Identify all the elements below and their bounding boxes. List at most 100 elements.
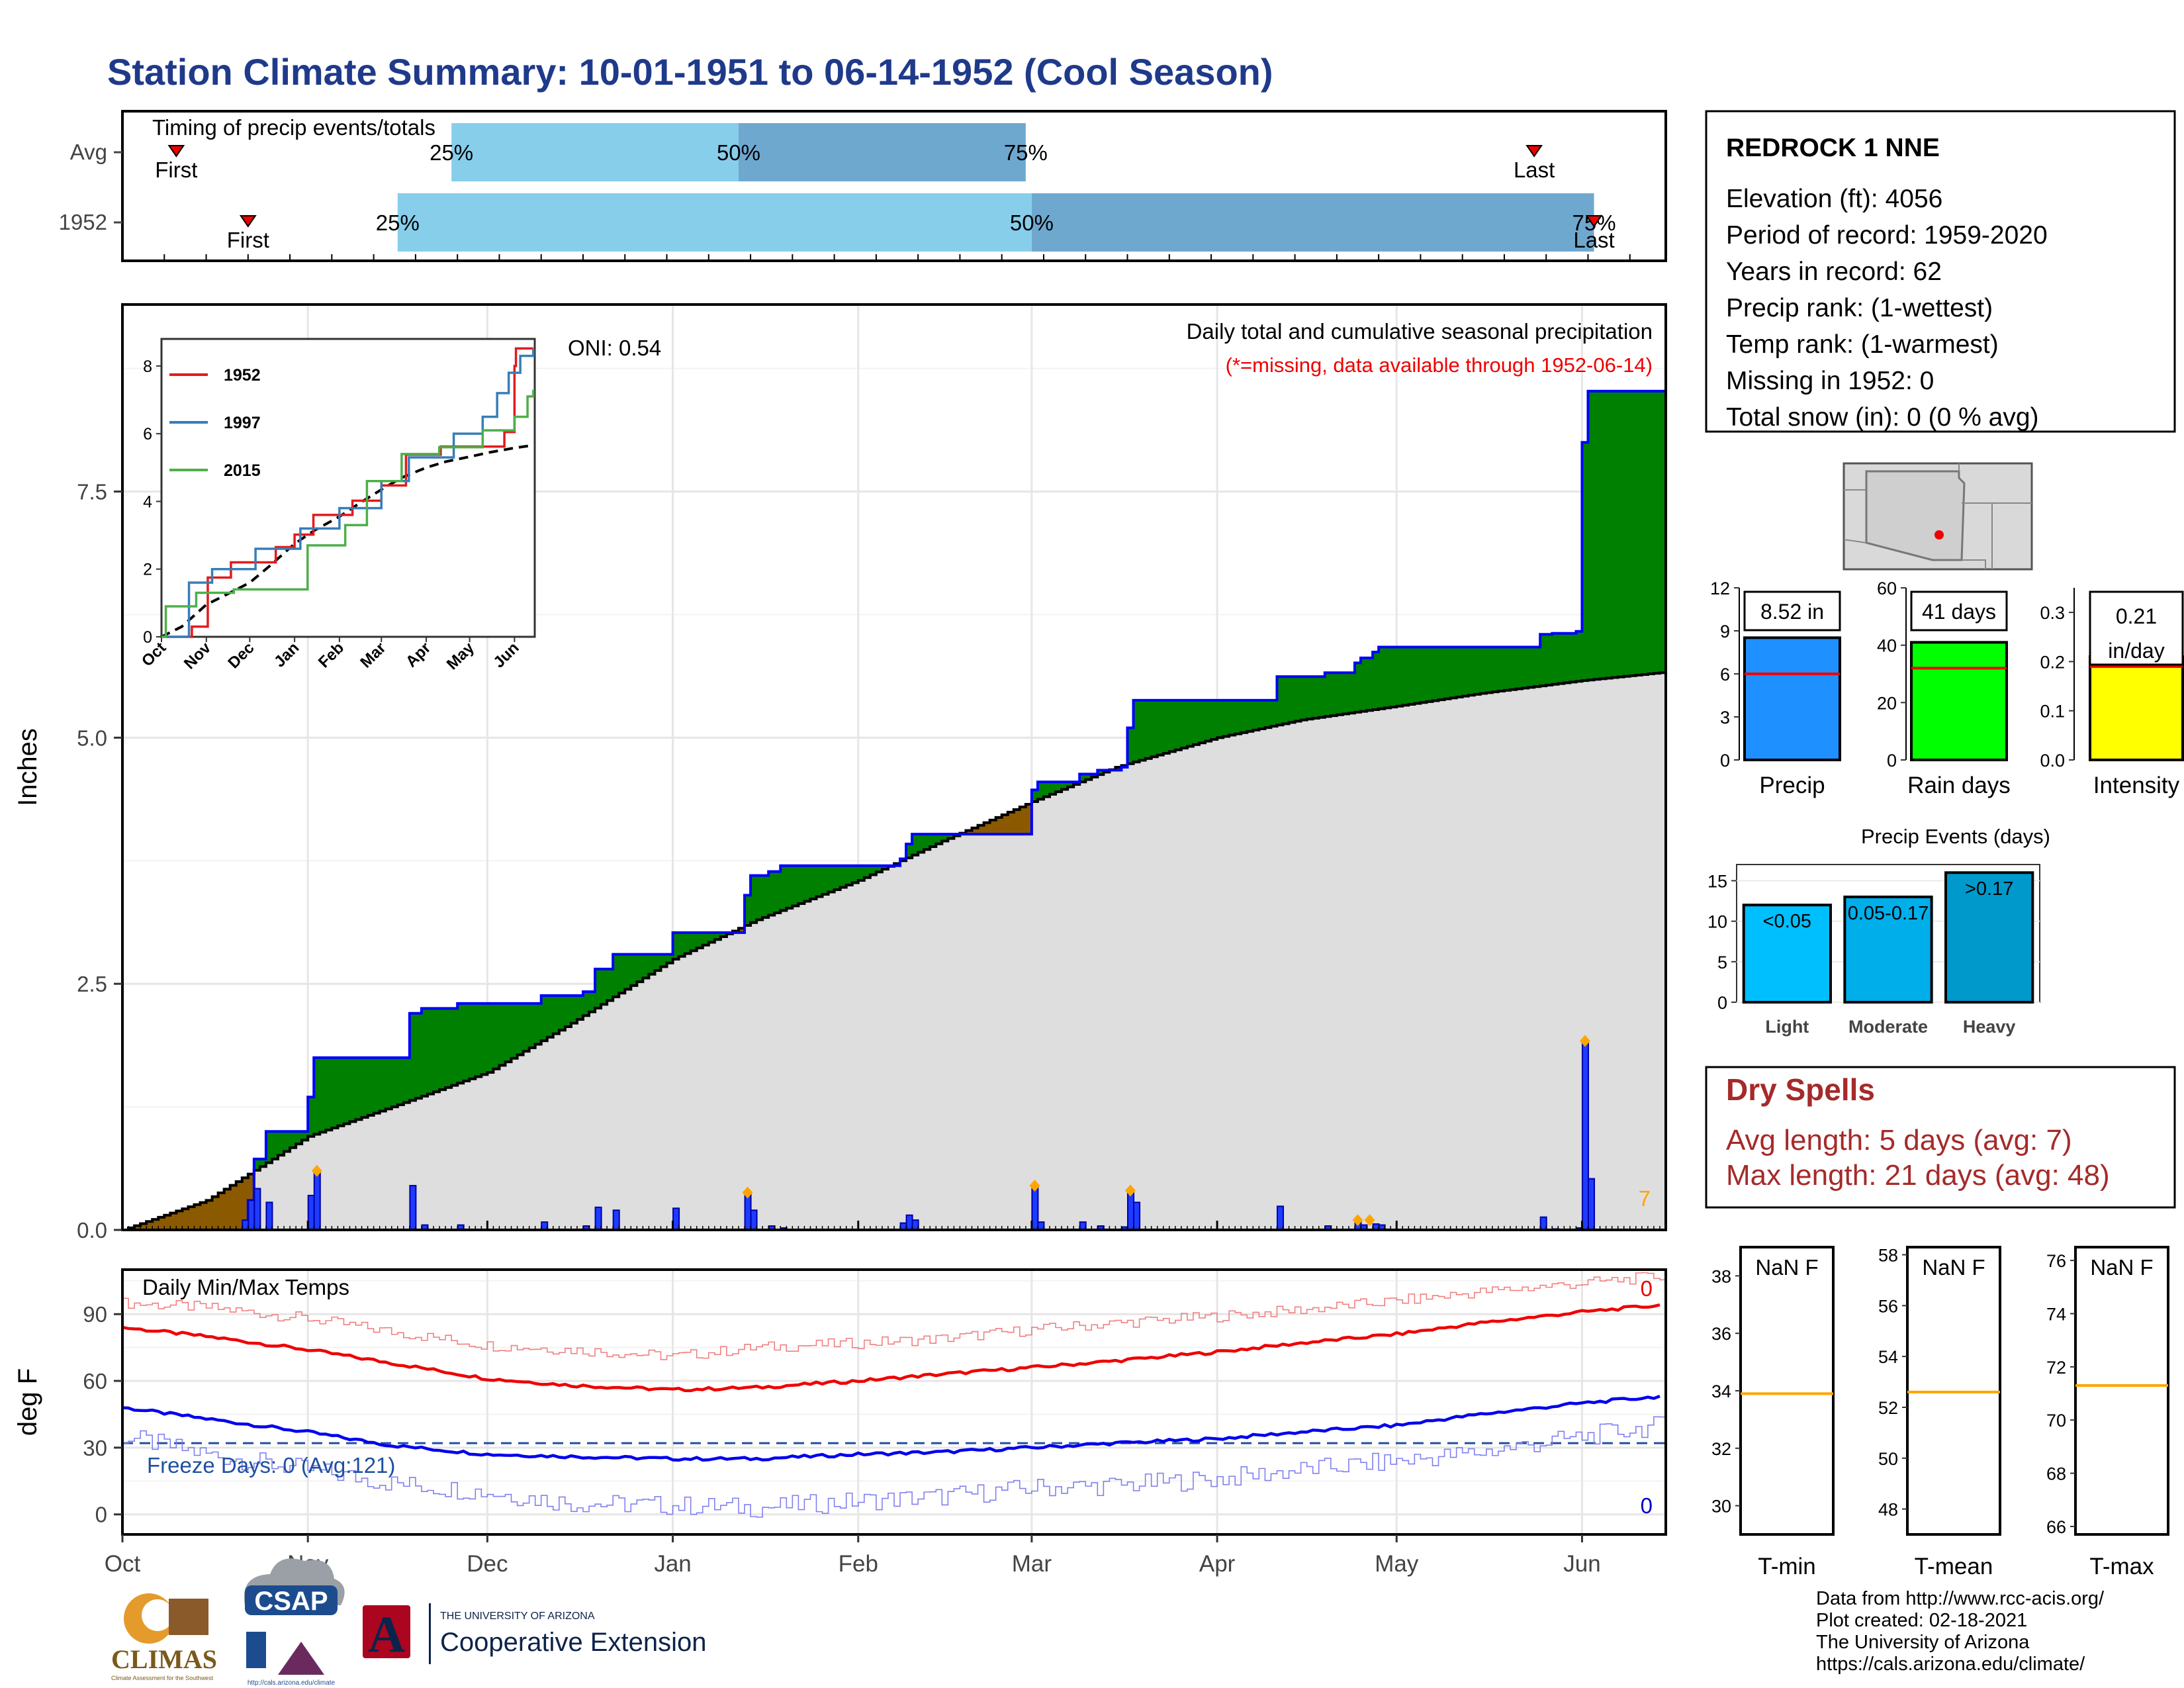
timing-last-marker <box>1525 145 1543 158</box>
timing-bar-25-50 <box>451 123 739 181</box>
inset-ytick-label: 0 <box>143 628 152 647</box>
temp-box-ytick-label: 58 <box>1878 1246 1898 1266</box>
surplus-area <box>271 1131 279 1159</box>
daily-precip-bar <box>750 1209 758 1231</box>
surplus-area <box>666 954 674 963</box>
timing-bar-25-50 <box>397 193 1032 252</box>
events-ytick-label: 0 <box>1717 993 1727 1013</box>
missing-note: (*=missing, data available through 1952-… <box>1226 353 1653 377</box>
precip-ytick-label: 5.0 <box>77 726 107 750</box>
surplus-area <box>918 834 925 853</box>
dry-spells-max: Max length: 21 days (avg: 48) <box>1726 1159 2110 1192</box>
deficit-area <box>966 830 973 835</box>
surplus-area <box>1247 700 1253 731</box>
surplus-area <box>409 1013 416 1101</box>
deficit-area <box>1019 806 1026 835</box>
surplus-area <box>858 865 865 881</box>
surplus-area <box>1361 657 1367 712</box>
surplus-area <box>1540 634 1547 686</box>
inset-frame <box>160 338 536 638</box>
credit-data-source: Data from http://www.rcc-acis.org/ <box>1816 1588 2105 1609</box>
surplus-area <box>1606 391 1613 679</box>
surplus-area <box>1336 673 1343 715</box>
surplus-area <box>1306 677 1314 720</box>
summary-ytick-label: 12 <box>1710 579 1730 598</box>
events-ytick-label: 10 <box>1707 912 1727 932</box>
surplus-area <box>846 865 853 886</box>
daily-precip-bar <box>1587 1178 1596 1231</box>
surplus-area <box>1348 673 1355 714</box>
surplus-area <box>1396 647 1403 706</box>
daily-precip-marker <box>1579 1035 1590 1047</box>
timing-pct-label: 75% <box>1004 140 1048 165</box>
events-ytick-label: 15 <box>1707 871 1727 891</box>
events-bar-light <box>1742 904 1832 1004</box>
station-years: Years in record: 62 <box>1726 258 1942 286</box>
surplus-area <box>1342 673 1349 714</box>
surplus-area <box>1492 647 1499 692</box>
temp-box-ytick-label: 72 <box>2046 1358 2066 1378</box>
deficit-area <box>738 928 745 933</box>
surplus-area <box>696 932 704 949</box>
daily-precip-bar <box>253 1188 261 1231</box>
surplus-area <box>1259 700 1266 729</box>
precip-corner-count: 7 <box>1639 1186 1651 1211</box>
surplus-area <box>1373 651 1379 710</box>
surplus-area <box>1629 391 1637 676</box>
surplus-area <box>1367 657 1373 711</box>
surplus-area <box>1432 647 1439 701</box>
timing-first-marker <box>239 215 257 228</box>
inset-legend-label: 2015 <box>224 461 261 480</box>
surplus-area <box>828 865 835 892</box>
precip-ytick-label: 2.5 <box>77 972 107 996</box>
surplus-area <box>349 1057 357 1122</box>
daily-precip-marker <box>1352 1214 1363 1227</box>
credit-plot-date: Plot created: 02-18-2021 <box>1816 1610 2027 1631</box>
surplus-area <box>582 992 590 1016</box>
temp-xtick-label: Jun <box>1563 1551 1600 1577</box>
surplus-area <box>672 932 680 960</box>
deficit-area <box>248 1174 255 1201</box>
surplus-area <box>373 1057 381 1113</box>
ua-block-a: A <box>368 1605 405 1663</box>
surplus-area <box>1151 700 1158 757</box>
daily-precip-marker <box>1029 1180 1040 1192</box>
temp-box-value: NaN F <box>2090 1255 2153 1280</box>
deficit-area <box>188 1206 195 1230</box>
surplus-area <box>523 1003 530 1052</box>
surplus-area <box>1217 700 1224 738</box>
temp-box-value: NaN F <box>1922 1255 1985 1280</box>
temp-box-ytick-label: 50 <box>1878 1449 1898 1469</box>
timing-pct-label: 50% <box>1010 211 1054 235</box>
surplus-area <box>367 1057 375 1115</box>
temp-min-count: 0 <box>1641 1493 1653 1518</box>
deficit-area <box>242 1178 249 1230</box>
daily-precip-bar <box>905 1214 913 1231</box>
surplus-area <box>1062 782 1068 790</box>
deficit-area <box>158 1217 165 1230</box>
inset-ytick-label: 2 <box>143 561 152 579</box>
surplus-area <box>870 865 877 875</box>
arizona-shape <box>1865 470 1966 561</box>
surplus-area <box>415 1013 422 1099</box>
surplus-area <box>1522 647 1529 688</box>
deficit-area <box>140 1223 147 1230</box>
surplus-area <box>421 1008 428 1096</box>
normal-cumulative-area <box>122 673 1666 1230</box>
summary-bar-name: Precip <box>1759 773 1825 798</box>
surplus-area <box>816 865 823 897</box>
credit-url: https://cals.arizona.edu/climate/ <box>1816 1654 2085 1675</box>
surplus-area <box>1079 774 1086 782</box>
station-temp-rank: Temp rank: (1-warmest) <box>1726 330 1999 359</box>
surplus-area <box>570 996 578 1023</box>
timing-panel: Timing of precip events/totals Avg 1952 … <box>59 110 1667 262</box>
surplus-area <box>361 1057 369 1118</box>
temp-box-ytick-label: 70 <box>2046 1411 2066 1430</box>
surplus-area <box>1145 700 1152 759</box>
surplus-area <box>1594 391 1601 680</box>
events-xtick-label: Light <box>1765 1017 1809 1037</box>
events-title: Precip Events (days) <box>1861 825 2050 848</box>
temp-xtick-label: Dec <box>467 1551 508 1577</box>
surplus-area <box>1385 647 1391 708</box>
temp-ylabel: deg F <box>13 1368 42 1436</box>
